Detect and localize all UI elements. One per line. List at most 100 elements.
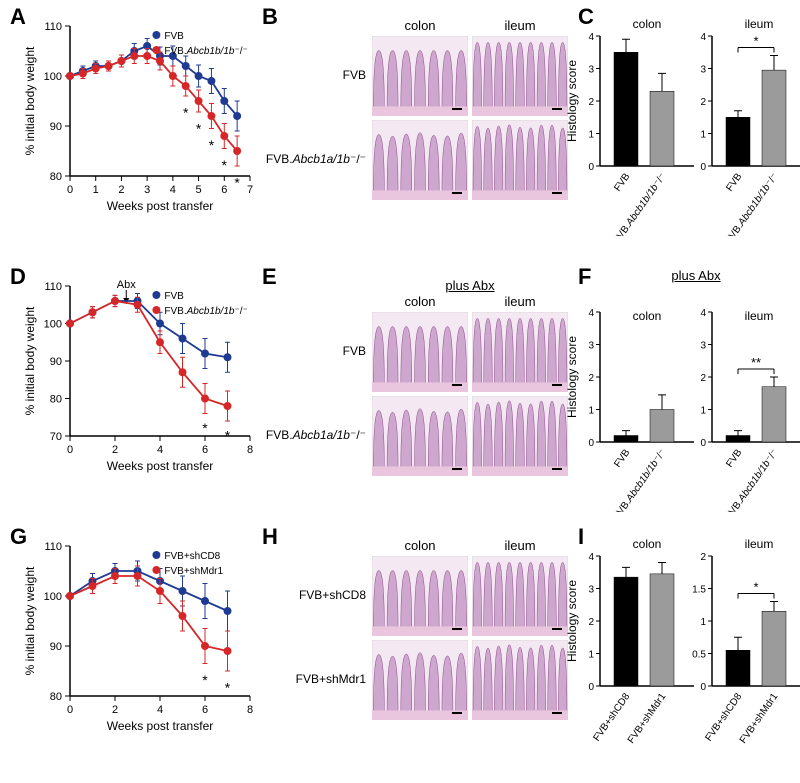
svg-text:4: 4 (588, 308, 594, 319)
svg-text:70: 70 (50, 431, 62, 443)
svg-text:4: 4 (170, 184, 176, 196)
histology-col-header: colon (372, 18, 468, 33)
histology-row-label: FVB.Abcb1a/1b⁻/⁻ (262, 152, 366, 166)
svg-text:0: 0 (700, 682, 706, 693)
bar-header: plus Abx (590, 268, 800, 283)
histology-col-header: colon (372, 538, 468, 553)
bar-subplot: 01234ileumFVBFVB.Abcb1b/1b⁻/⁻* (678, 8, 800, 236)
histology-image (472, 640, 568, 720)
svg-text:2: 2 (112, 444, 118, 456)
svg-text:4: 4 (700, 308, 706, 319)
histology-row-label: FVB+shCD8 (262, 588, 366, 602)
line-chart-D: 02468708090100110% initial body weightWe… (18, 276, 256, 476)
svg-text:0: 0 (588, 438, 594, 449)
svg-text:8: 8 (247, 704, 253, 716)
svg-text:Weeks post transfer: Weeks post transfer (107, 459, 214, 473)
svg-text:FVB+shMdr1: FVB+shMdr1 (164, 566, 223, 577)
svg-text:2: 2 (700, 97, 706, 108)
svg-text:*: * (183, 105, 189, 121)
svg-text:ileum: ileum (745, 537, 774, 551)
svg-text:110: 110 (44, 541, 62, 553)
svg-text:FVB: FVB (724, 447, 744, 470)
histology-image (472, 556, 568, 636)
svg-text:6: 6 (202, 444, 208, 456)
histology-image (472, 312, 568, 392)
svg-text:1: 1 (700, 130, 706, 141)
svg-text:Abx: Abx (117, 279, 136, 291)
svg-text:2: 2 (700, 373, 706, 384)
line-chart-G: 024688090100110% initial body weightWeek… (18, 536, 256, 736)
svg-text:colon: colon (633, 309, 662, 323)
panel-label-B: B (262, 4, 278, 30)
svg-text:6: 6 (221, 184, 227, 196)
svg-text:FVB: FVB (612, 171, 632, 194)
svg-text:*: * (234, 175, 240, 191)
histology-row-label: FVB (262, 68, 366, 82)
svg-text:4: 4 (588, 32, 594, 43)
svg-text:5: 5 (196, 184, 202, 196)
svg-text:FVB+shMdr1: FVB+shMdr1 (738, 691, 781, 746)
svg-text:*: * (202, 420, 208, 436)
bar-subplot: 01234ileumFVBFVB.Abcb1b/1b⁻/⁻** (678, 284, 800, 512)
svg-text:3: 3 (588, 585, 594, 596)
svg-text:Weeks post transfer: Weeks post transfer (107, 199, 214, 213)
svg-text:% initial body weight: % initial body weight (23, 566, 37, 675)
svg-text:4: 4 (157, 444, 163, 456)
svg-text:100: 100 (44, 71, 62, 83)
svg-text:Histology score: Histology score (566, 336, 579, 418)
line-chart-A: 012345678090100110% initial body weightW… (18, 16, 256, 216)
svg-text:1: 1 (588, 406, 594, 417)
svg-text:*: * (753, 580, 758, 595)
histology-image (472, 396, 568, 476)
svg-text:7: 7 (247, 184, 253, 196)
svg-text:100: 100 (44, 591, 62, 603)
histology-image (372, 640, 468, 720)
histology-image (472, 120, 568, 200)
histology-row-label: FVB.Abcb1a/1b⁻/⁻ (262, 428, 366, 442)
svg-text:FVB: FVB (164, 31, 184, 42)
svg-text:90: 90 (50, 121, 62, 133)
svg-text:8: 8 (247, 444, 253, 456)
histology-image (472, 36, 568, 116)
svg-text:0: 0 (700, 438, 706, 449)
svg-text:80: 80 (50, 691, 62, 703)
svg-text:4: 4 (588, 552, 594, 563)
histology-col-header: ileum (472, 538, 568, 553)
svg-text:0: 0 (67, 184, 73, 196)
svg-text:3: 3 (144, 184, 150, 196)
svg-text:FVB.Abcb1b/1b⁻/⁻: FVB.Abcb1b/1b⁻/⁻ (164, 306, 247, 317)
svg-text:0: 0 (67, 704, 73, 716)
svg-text:1.5: 1.5 (692, 585, 706, 596)
svg-text:2: 2 (588, 97, 594, 108)
svg-text:1: 1 (700, 617, 706, 628)
svg-text:FVB: FVB (164, 291, 184, 302)
histology-header: plus Abx (372, 278, 568, 293)
svg-text:2: 2 (588, 373, 594, 384)
svg-text:0: 0 (588, 162, 594, 173)
svg-text:2: 2 (700, 552, 706, 563)
svg-text:Weeks post transfer: Weeks post transfer (107, 719, 214, 733)
svg-text:100: 100 (44, 319, 62, 331)
histology-row-label: FVB+shMdr1 (262, 672, 366, 686)
svg-text:0: 0 (588, 682, 594, 693)
panel-label-E: E (262, 264, 277, 290)
svg-text:90: 90 (50, 641, 62, 653)
svg-text:*: * (225, 680, 231, 696)
panel-label-H: H (262, 524, 278, 550)
svg-text:3: 3 (700, 65, 706, 76)
svg-text:3: 3 (700, 341, 706, 352)
svg-text:colon: colon (633, 17, 662, 31)
svg-text:3: 3 (588, 65, 594, 76)
svg-text:*: * (209, 137, 215, 153)
histology-image (372, 396, 468, 476)
svg-text:1: 1 (93, 184, 99, 196)
svg-text:2: 2 (118, 184, 124, 196)
svg-text:1: 1 (700, 406, 706, 417)
histology-image (372, 36, 468, 116)
histology-image (372, 312, 468, 392)
svg-text:0: 0 (700, 162, 706, 173)
svg-text:% initial body weight: % initial body weight (23, 306, 37, 415)
svg-text:**: ** (751, 355, 761, 370)
svg-text:*: * (225, 428, 231, 444)
svg-text:110: 110 (44, 281, 62, 293)
